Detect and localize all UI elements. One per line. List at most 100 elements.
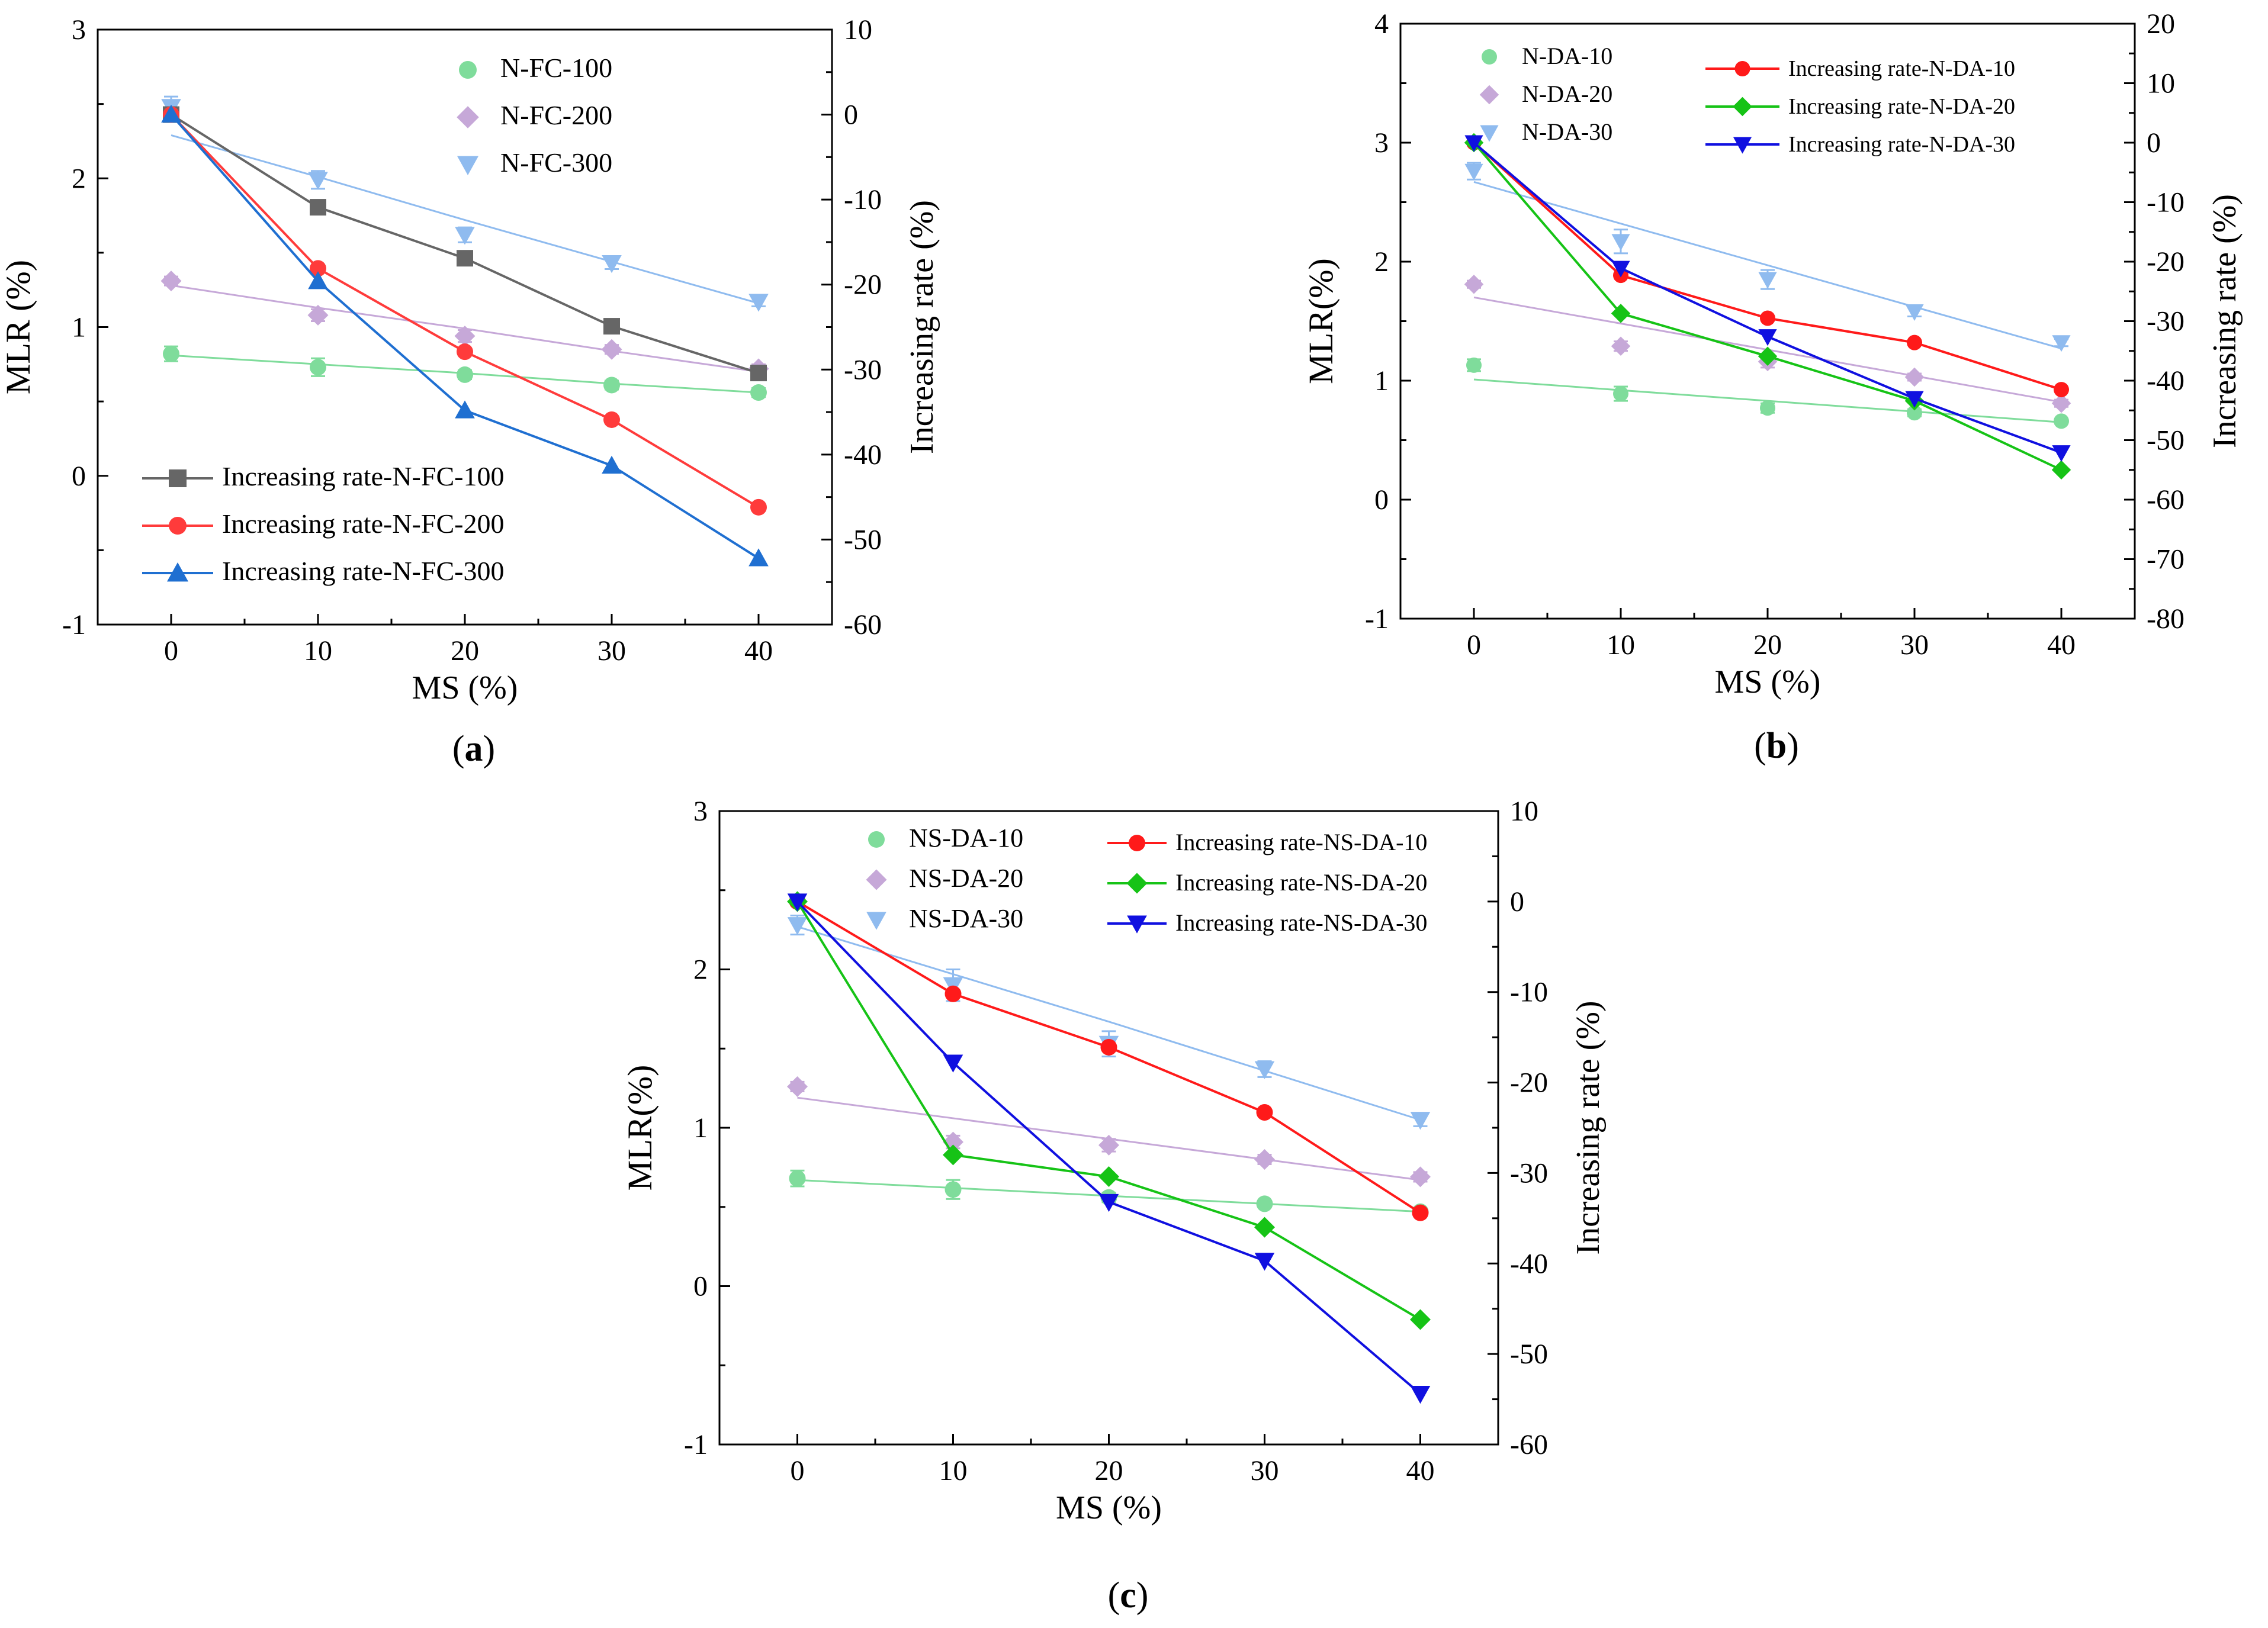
- y-tick-label: 0: [1374, 484, 1389, 516]
- rate-point: [1907, 334, 1922, 350]
- y-tick-label: 3: [693, 796, 708, 827]
- mlr-point: [2054, 413, 2069, 429]
- rate-point: [455, 400, 475, 419]
- legend-marker: [1733, 137, 1752, 154]
- mlr-series-NS-DA-20: [787, 1076, 1431, 1188]
- legend-label: Increasing rate-N-DA-10: [1788, 56, 2015, 81]
- y2-axis-title: Increasing rate (%): [904, 200, 940, 454]
- x-tick-label: 0: [1467, 629, 1481, 661]
- legend-label: Increasing rate-NS-DA-30: [1175, 909, 1427, 936]
- y-tick-label: 2: [72, 163, 86, 194]
- x-tick-label: 40: [2047, 629, 2076, 661]
- y-tick-label: 2: [693, 954, 708, 986]
- mlr-point: [1760, 400, 1775, 416]
- legend-label: Increasing rate-N-FC-300: [222, 556, 504, 586]
- legend-label: NS-DA-30: [909, 904, 1023, 933]
- y-tick-label: -1: [62, 609, 86, 641]
- y2-tick-label: -50: [844, 524, 882, 555]
- mlr-point: [601, 339, 622, 360]
- legend-label: Increasing rate-NS-DA-20: [1175, 869, 1427, 896]
- rate-point: [1256, 1104, 1273, 1121]
- x-tick-label: 20: [1095, 1455, 1123, 1487]
- y2-tick-label: -70: [2147, 544, 2185, 575]
- y-tick-label: -1: [684, 1429, 708, 1460]
- legend-label: NS-DA-20: [909, 864, 1023, 893]
- rate-point: [750, 365, 767, 382]
- y2-tick-label: -80: [2147, 603, 2185, 635]
- rate-point: [748, 548, 769, 567]
- legend-label: N-DA-10: [1522, 43, 1612, 69]
- rate-point: [2051, 460, 2071, 480]
- caption-letter: a: [465, 729, 483, 769]
- rate-series-Increasing rate-NS-DA-20: [787, 891, 1431, 1330]
- y2-tick-label: 0: [1510, 886, 1524, 918]
- legend-marker: [866, 912, 886, 930]
- rate-point: [1098, 1193, 1119, 1212]
- rate-point: [2052, 445, 2071, 462]
- legend-marker: [1734, 61, 1750, 76]
- mlr-series-N-FC-200: [160, 271, 769, 379]
- rate-point: [1611, 304, 1631, 323]
- mlr-point: [787, 1076, 808, 1097]
- rate-point: [161, 104, 181, 123]
- mlr-point: [1466, 357, 1482, 373]
- rate-point: [308, 271, 328, 289]
- y-tick-label: 0: [693, 1271, 708, 1302]
- mlr-point: [1907, 405, 1922, 421]
- rate-point: [1254, 1217, 1275, 1238]
- mlr-series-N-DA-10: [1466, 357, 2069, 429]
- mlr-point: [945, 1181, 962, 1198]
- x-tick-label: 0: [164, 635, 178, 667]
- rate-point: [943, 1054, 963, 1073]
- x-tick-label: 40: [1406, 1455, 1435, 1487]
- mlr-point: [455, 227, 475, 245]
- y2-tick-label: 0: [2147, 127, 2161, 159]
- legend-marker: [1733, 96, 1752, 117]
- mlr-point: [748, 294, 769, 312]
- rate-point: [1254, 1253, 1275, 1271]
- x-tick-label: 10: [304, 635, 332, 667]
- rate-point: [945, 985, 962, 1002]
- mlr-series-N-FC-100: [163, 345, 767, 401]
- legend-label: Increasing rate-N-DA-20: [1788, 94, 2015, 119]
- y2-tick-label: -10: [844, 184, 882, 215]
- caption-paren-close: ): [1136, 1575, 1149, 1616]
- legend-marker: [457, 106, 479, 128]
- rate-point: [1464, 135, 1483, 152]
- mlr-point: [787, 917, 808, 935]
- x-tick-label: 20: [1753, 629, 1782, 661]
- y-tick-label: 1: [1374, 365, 1389, 397]
- legend-label: Increasing rate-N-FC-100: [222, 461, 504, 491]
- mlr-point: [160, 271, 182, 292]
- caption-paren-open: (: [452, 729, 465, 769]
- x-tick-label: 40: [744, 635, 773, 667]
- mlr-point: [454, 326, 476, 347]
- rate-point: [1611, 260, 1630, 278]
- mlr-fit-line: [171, 134, 759, 304]
- mlr-point: [789, 1170, 806, 1187]
- rate-point: [1410, 1385, 1431, 1404]
- y2-tick-label: -20: [2147, 246, 2185, 278]
- panel-caption: (b): [1754, 726, 1799, 766]
- rate-point: [457, 250, 473, 267]
- mlr-series-N-DA-30: [1464, 162, 2071, 352]
- rate-point: [603, 318, 620, 335]
- rate-point: [310, 199, 326, 216]
- mlr-point: [1611, 336, 1631, 356]
- rate-point: [787, 893, 808, 912]
- y-axis-title: MLR(%): [1302, 258, 1340, 384]
- x-tick-label: 10: [939, 1455, 968, 1487]
- legend-marker: [167, 562, 188, 582]
- mlr-point: [307, 304, 329, 326]
- y2-tick-label: -60: [844, 609, 882, 641]
- y2-tick-label: 0: [844, 99, 858, 131]
- rate-point: [2054, 382, 2069, 398]
- legend-label: N-DA-30: [1522, 118, 1612, 145]
- y2-tick-label: -60: [2147, 484, 2185, 516]
- y-tick-label: 3: [1374, 127, 1389, 159]
- rate-line: [170, 114, 760, 509]
- mlr-point: [310, 359, 326, 376]
